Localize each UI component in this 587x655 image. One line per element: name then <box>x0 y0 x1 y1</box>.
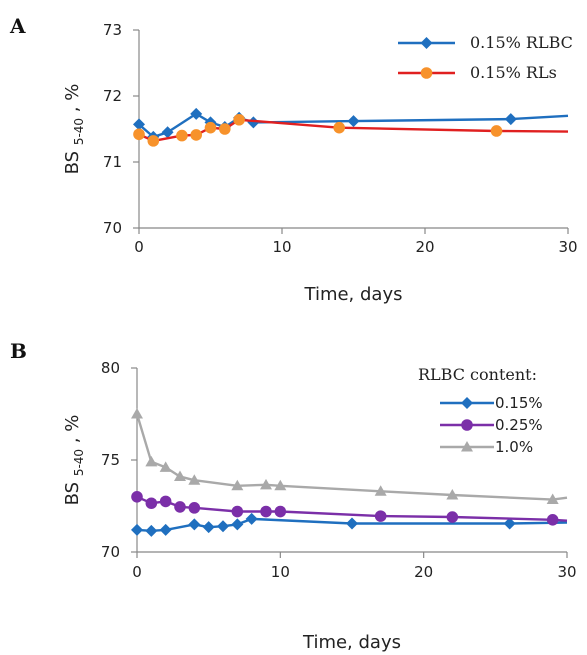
data-point <box>159 523 172 536</box>
legend-swatch-marker <box>461 441 473 452</box>
data-point <box>333 121 346 134</box>
legend-entry: 1.0% <box>440 438 533 456</box>
data-point <box>274 505 287 518</box>
data-point <box>233 113 245 126</box>
legend-swatch-marker <box>461 397 473 409</box>
legend-swatch-marker <box>461 419 473 431</box>
data-point <box>231 518 244 531</box>
legend-label: 0.25% <box>495 416 543 434</box>
data-point <box>260 505 272 518</box>
y-tick-label: 73 <box>103 21 122 39</box>
data-point <box>446 511 459 523</box>
x-tick-label: 20 <box>414 563 433 581</box>
data-point <box>188 474 201 485</box>
data-point <box>145 524 158 537</box>
data-point <box>190 107 203 120</box>
data-point <box>145 455 158 467</box>
y-tick-label: 70 <box>101 543 120 561</box>
legend-label: 1.0% <box>495 438 533 456</box>
legend-entry: 0.15% RLs <box>398 63 557 82</box>
legend: RLBC content: 0.15% 0.25% 1.0% <box>418 365 543 456</box>
data-point <box>446 488 459 500</box>
data-point <box>145 497 158 510</box>
x-axis-title: Time, days <box>304 284 403 305</box>
x-tick-label: 10 <box>272 238 291 256</box>
series-line <box>138 118 569 143</box>
x-axis-title: Time, days <box>302 632 401 653</box>
series-line <box>136 495 568 522</box>
y-tick-label: 71 <box>103 153 122 171</box>
series-0-25 <box>131 491 568 526</box>
y-axis-title: BS 5-40 , % <box>62 415 86 506</box>
data-point <box>190 129 202 141</box>
series-1-0 <box>131 408 568 505</box>
data-point <box>546 493 559 505</box>
data-point <box>176 129 188 142</box>
y-tick-label: 70 <box>103 219 122 237</box>
data-point <box>231 505 244 518</box>
data-point <box>546 514 559 526</box>
data-point <box>131 523 143 536</box>
legend-entry: 0.15% RLBC <box>398 33 573 52</box>
data-point <box>131 408 143 419</box>
data-point <box>133 128 145 141</box>
x-tick-label: 10 <box>271 563 290 581</box>
data-point <box>245 512 258 525</box>
legend-label: 0.15% <box>495 394 543 412</box>
data-point <box>504 113 517 126</box>
data-point <box>174 470 186 482</box>
panel-label: A <box>9 14 26 38</box>
data-point <box>247 116 260 129</box>
legend-entry: 0.25% <box>440 416 543 434</box>
data-point <box>188 518 201 531</box>
data-point <box>346 517 358 530</box>
legend-swatch-marker <box>420 37 433 49</box>
data-point <box>147 135 160 147</box>
y-axis-title: BS 5-40 , % <box>62 84 86 175</box>
chart-panel-b: B 70 75 80 0 10 20 30 Time, days BS 5-40 , % RLBC … <box>10 339 577 653</box>
data-point <box>374 510 387 522</box>
series-0-15-rls <box>133 113 569 147</box>
data-point <box>161 126 174 139</box>
data-point <box>374 485 387 496</box>
data-point <box>260 478 272 490</box>
chart-panel-a: A 70 71 72 73 0 10 20 30 Time, days BS 5-40 , % 0.1… <box>9 14 578 305</box>
data-point <box>204 121 217 134</box>
legend-label: 0.15% RLBC <box>470 33 573 52</box>
x-tick-label: 30 <box>557 563 576 581</box>
data-point <box>274 479 287 491</box>
data-point <box>347 115 360 128</box>
legend-label: 0.15% RLs <box>470 63 557 82</box>
data-point <box>159 461 172 472</box>
y-tick-label: 75 <box>101 451 120 469</box>
legend-entry: 0.15% <box>440 394 543 412</box>
x-tick-label: 0 <box>132 563 142 581</box>
x-tick-label: 0 <box>134 238 144 256</box>
y-tick-label: 80 <box>101 359 120 377</box>
data-point <box>490 125 503 137</box>
legend-swatch-marker <box>420 67 433 79</box>
x-tick-label: 20 <box>415 238 434 256</box>
data-point <box>131 491 143 503</box>
data-point <box>503 517 516 530</box>
series-0-15 <box>131 512 568 537</box>
data-point <box>217 520 229 533</box>
panel-label: B <box>10 339 27 363</box>
data-point <box>188 502 201 514</box>
y-tick-label: 72 <box>103 87 122 105</box>
data-point <box>133 118 145 131</box>
x-tick-label: 30 <box>558 238 577 256</box>
legend-title: RLBC content: <box>418 365 537 384</box>
legend: 0.15% RLBC 0.15% RLs <box>398 33 573 82</box>
data-point <box>231 479 244 491</box>
data-point <box>159 495 172 508</box>
data-point <box>219 123 231 135</box>
data-point <box>202 521 215 534</box>
data-point <box>174 501 186 513</box>
